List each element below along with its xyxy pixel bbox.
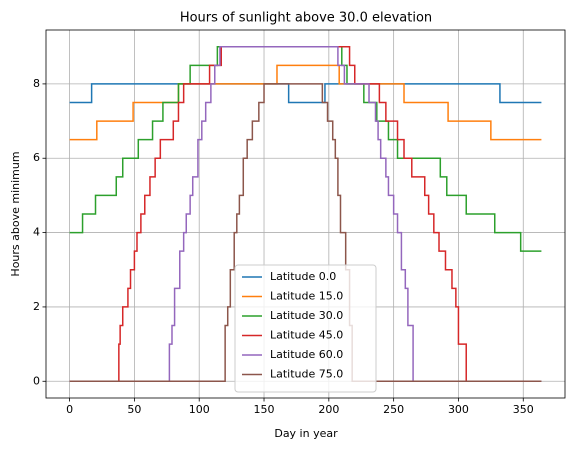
x-tick-label: 300 (448, 403, 469, 416)
line-series (69, 64, 542, 141)
legend-label: Latitude 30.0 (270, 309, 343, 322)
line-series (69, 45, 542, 383)
y-tick-label: 4 (33, 226, 40, 239)
legend-label: Latitude 45.0 (270, 329, 343, 342)
line-series (69, 83, 542, 104)
y-tick-label: 8 (33, 77, 40, 90)
y-tick-label: 6 (33, 151, 40, 164)
x-tick-label: 250 (383, 403, 404, 416)
line-series (69, 45, 542, 383)
line-series (69, 83, 542, 383)
x-tick-label: 200 (318, 403, 339, 416)
x-axis-label: Day in year (274, 427, 338, 440)
legend-label: Latitude 0.0 (270, 270, 336, 283)
axes-frame (45, 29, 566, 399)
x-tick-label: 0 (66, 403, 73, 416)
x-tick-label: 150 (254, 403, 275, 416)
legend-box (234, 264, 377, 393)
y-axis-label: Hours above minimum (9, 151, 22, 276)
x-tick-label: 100 (189, 403, 210, 416)
y-tick-label: 2 (33, 300, 40, 313)
x-tick-label: 350 (513, 403, 534, 416)
legend-label: Latitude 75.0 (270, 368, 343, 381)
x-tick-label: 50 (127, 403, 141, 416)
legend-label: Latitude 60.0 (270, 348, 343, 361)
y-tick-label: 0 (33, 374, 40, 387)
legend-label: Latitude 15.0 (270, 290, 343, 303)
chart-title: Hours of sunlight above 30.0 elevation (180, 11, 432, 26)
